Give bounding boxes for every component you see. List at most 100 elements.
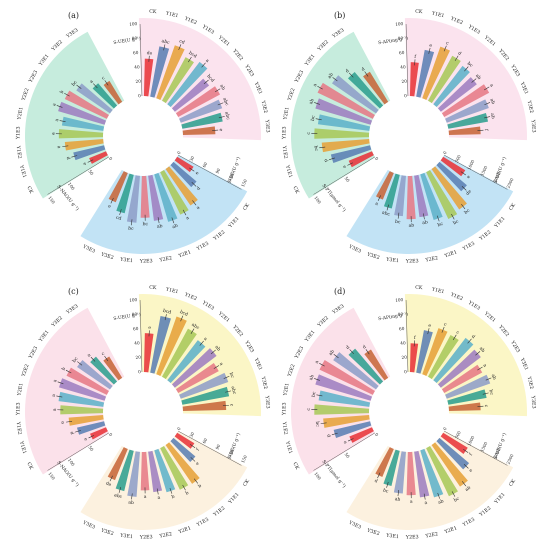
bar bbox=[323, 415, 370, 428]
bar bbox=[333, 352, 379, 390]
bar bbox=[59, 378, 107, 401]
scale-axis bbox=[139, 24, 143, 97]
bar bbox=[61, 116, 105, 131]
bar bbox=[433, 65, 470, 108]
significance-label: a bbox=[488, 83, 494, 88]
tick-label: 500 bbox=[454, 154, 462, 164]
category-label: CK bbox=[25, 185, 34, 195]
category-label: Y2E2 bbox=[20, 87, 30, 102]
bar bbox=[383, 449, 400, 486]
tick-label: 60 bbox=[133, 326, 139, 331]
category-label: Y2E2 bbox=[424, 531, 439, 539]
significance-label: a bbox=[196, 205, 201, 211]
bar bbox=[161, 328, 197, 380]
bar bbox=[448, 402, 481, 412]
bar bbox=[315, 374, 373, 401]
error-bar bbox=[192, 200, 197, 206]
error-bar bbox=[213, 365, 220, 369]
category-label: Y2E3 bbox=[293, 70, 305, 85]
category-label: Y1E3 bbox=[461, 241, 476, 253]
category-label: Y3E2 bbox=[259, 99, 268, 114]
bar bbox=[167, 340, 206, 384]
bar bbox=[76, 421, 106, 435]
error-bar bbox=[461, 186, 467, 191]
tick-label: 100 bbox=[395, 297, 404, 303]
category-label: Y1E3 bbox=[15, 126, 21, 140]
category-label: Y1E3 bbox=[281, 402, 287, 416]
group-0: fCKeY1E1cY1E2cY1E3dY2E1abY2E2aY2E3abY3E1… bbox=[378, 285, 537, 417]
error-bar bbox=[423, 213, 425, 220]
category-label: Y1E2 bbox=[281, 145, 289, 159]
significance-label: a bbox=[185, 216, 190, 222]
panel-b: (b)fCKeY1E1cY1E2dY1E3bcY2E1abY2E2aY2E3ab… bbox=[281, 9, 537, 265]
axis-title: S-AP(mg g⁻¹) bbox=[378, 34, 409, 46]
error-bar bbox=[484, 102, 491, 106]
error-bar bbox=[441, 326, 445, 333]
tick-label: 60 bbox=[133, 50, 139, 55]
significance-label: d bbox=[68, 431, 75, 436]
scale-axis bbox=[178, 430, 242, 466]
error-bar bbox=[461, 204, 466, 210]
category-label: Y2E3 bbox=[293, 346, 305, 361]
category-label: Y3E1 bbox=[252, 356, 263, 371]
category-label: Y3E2 bbox=[365, 527, 380, 537]
bar bbox=[73, 145, 106, 161]
category-label: Y2E3 bbox=[27, 70, 39, 85]
category-label: Y2E3 bbox=[243, 63, 255, 78]
category-label: Y1E1 bbox=[164, 286, 179, 295]
bar bbox=[440, 432, 468, 455]
category-label: Y3E1 bbox=[119, 532, 133, 540]
significance-label: c bbox=[455, 330, 460, 336]
error-bar bbox=[218, 116, 225, 119]
category-label: Y1E2 bbox=[449, 15, 464, 26]
error-bar bbox=[451, 213, 455, 220]
significance-label: de bbox=[105, 480, 113, 488]
bar bbox=[409, 62, 419, 97]
significance-label: e bbox=[195, 171, 201, 176]
significance-label: bcd bbox=[179, 309, 189, 318]
error-bar bbox=[436, 215, 440, 222]
group-inner bbox=[388, 136, 444, 175]
bar bbox=[447, 389, 487, 405]
significance-label: bcd bbox=[205, 73, 215, 83]
bar bbox=[107, 447, 128, 481]
bar bbox=[393, 451, 406, 494]
bar bbox=[115, 449, 134, 492]
bar bbox=[433, 337, 474, 384]
tick-label: 120 bbox=[227, 172, 235, 182]
significance-label: abc bbox=[190, 322, 200, 332]
bar bbox=[103, 356, 123, 381]
error-bar bbox=[118, 486, 122, 493]
category-label: Y1E3 bbox=[195, 241, 210, 253]
error-bar bbox=[104, 355, 109, 362]
significance-label: d bbox=[360, 66, 366, 73]
axis-title: S-AP(mg g⁻¹) bbox=[378, 310, 409, 322]
bar bbox=[161, 57, 194, 104]
bar bbox=[60, 405, 104, 415]
group-inner bbox=[388, 412, 444, 451]
category-label: Y3E1 bbox=[252, 80, 263, 95]
bar bbox=[416, 49, 435, 98]
bar bbox=[363, 71, 389, 105]
significance-label: cd bbox=[115, 215, 122, 222]
group-inner bbox=[141, 372, 183, 414]
tick-label: 120 bbox=[227, 448, 235, 458]
error-bar bbox=[157, 217, 160, 224]
significance-label: a bbox=[89, 79, 95, 85]
bar bbox=[349, 427, 374, 443]
significance-label: ab bbox=[218, 83, 226, 91]
axis-title: S-PT(μmol g⁻¹) bbox=[321, 458, 348, 489]
bar bbox=[108, 171, 128, 203]
category-label: Y2E2 bbox=[286, 87, 296, 102]
significance-label: ab bbox=[308, 374, 316, 381]
significance-label: a bbox=[313, 83, 319, 88]
error-bar bbox=[314, 378, 320, 381]
bar bbox=[441, 364, 483, 394]
error-bar bbox=[485, 377, 492, 381]
error-bar bbox=[319, 363, 325, 367]
bar bbox=[376, 171, 394, 200]
error-bar bbox=[56, 395, 63, 398]
category-label: Y3E3 bbox=[81, 519, 96, 530]
bar bbox=[445, 99, 489, 123]
